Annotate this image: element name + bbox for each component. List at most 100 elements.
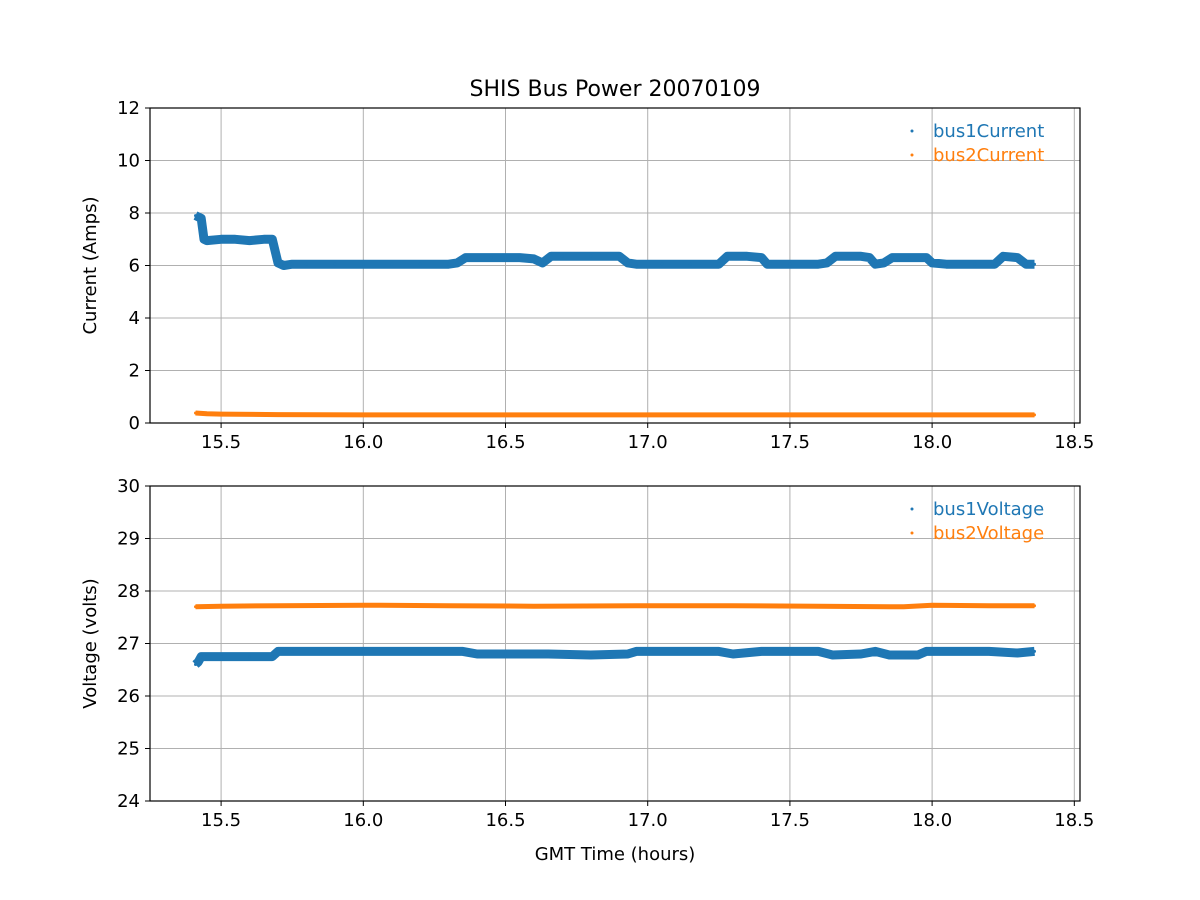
- bus1Current-point: [290, 262, 294, 266]
- current-y-ticks: 0 2 4 6 8 10 12: [117, 98, 150, 434]
- voltage-x-tick-label: 16.0: [343, 810, 383, 831]
- voltage-x-tick-label: 17.5: [770, 810, 810, 831]
- current-x-tick-label: 16.5: [485, 432, 525, 453]
- bus1Current-point: [717, 262, 721, 266]
- voltage-x-tick-label: 18.0: [912, 810, 952, 831]
- bus1Current-point: [196, 215, 200, 219]
- bus1Current-legend-label: bus1Current: [933, 121, 1044, 142]
- bus1Current-point: [626, 261, 630, 265]
- bus1Voltage-point: [916, 653, 920, 657]
- voltage-x-ticks: 15.5 16.0 16.5 17.0 17.5 18.0 18.5: [201, 801, 1094, 831]
- bus1Voltage-point: [959, 649, 963, 653]
- bus1Voltage-point: [270, 655, 274, 659]
- bus1Current-point: [688, 262, 692, 266]
- bus1Current-point: [541, 261, 544, 265]
- bus1Voltage-point: [1015, 651, 1019, 655]
- bus1Current-point: [882, 261, 886, 265]
- bus2Voltage-point: [816, 604, 820, 608]
- bus2Current-legend-label: bus2Current: [933, 145, 1044, 166]
- bus1Current-point: [1033, 262, 1036, 266]
- voltage-x-tick-label: 17.0: [628, 810, 668, 831]
- voltage-x-tick-label: 16.5: [485, 810, 525, 831]
- bus2Current-point: [788, 413, 792, 417]
- current-x-ticks: 15.5 16.0 16.5 17.0 17.5 18.0 18.5: [201, 423, 1094, 453]
- bus1Current-point: [333, 262, 337, 266]
- bus2Voltage-point: [276, 604, 280, 608]
- bus1Current-point: [873, 262, 877, 266]
- bus1Current-point: [532, 257, 536, 261]
- bus1Current-point: [660, 262, 664, 266]
- voltage-y-ticks: 24 25 26 27 28 29 30: [117, 476, 150, 812]
- bus1Current-point: [270, 237, 274, 241]
- bus1Voltage-legend-label: bus1Voltage: [933, 499, 1044, 520]
- bus1Voltage-point: [873, 649, 877, 653]
- voltage-x-tick-label: 18.5: [1054, 810, 1094, 831]
- bus1Voltage-point: [196, 660, 200, 664]
- current-x-tick-label: 18.0: [912, 432, 952, 453]
- bus2Voltage-point: [902, 605, 906, 609]
- bus1Current-point: [788, 262, 792, 266]
- bus1Voltage-point: [717, 649, 721, 653]
- bus1Current-point: [617, 254, 621, 258]
- voltage-y-tick-label: 30: [117, 476, 140, 497]
- chart-title: SHIS Bus Power 20070109: [470, 77, 761, 102]
- bus1Current-point: [489, 256, 493, 260]
- voltage-y-tick-label: 27: [117, 634, 140, 655]
- voltage-y-axis-label: Voltage (volts): [80, 578, 101, 708]
- bus1Voltage-point: [626, 652, 630, 656]
- bus1Current-point: [973, 262, 977, 266]
- bus2Current-point: [1033, 413, 1036, 417]
- bus1Voltage-point: [831, 653, 835, 657]
- bus1Current-point: [825, 261, 829, 265]
- bus2Current-point: [646, 413, 650, 417]
- bus1Current-point: [993, 262, 997, 266]
- bus2Voltage-point: [646, 604, 650, 608]
- bus2Current-point: [504, 413, 507, 417]
- bus1Current-point: [924, 256, 928, 260]
- current-y-tick-label: 4: [129, 308, 140, 329]
- bus1Current-point: [765, 262, 769, 266]
- voltage-y-tick-label: 29: [117, 529, 140, 550]
- bus1Voltage-point: [760, 649, 763, 653]
- bus1Current-point: [194, 214, 197, 218]
- current-y-tick-label: 6: [129, 256, 140, 277]
- bus1Current-point: [447, 262, 451, 266]
- bus1Current-point: [1001, 254, 1005, 258]
- bus1Voltage-point: [987, 649, 991, 653]
- current-y-tick-label: 10: [117, 151, 140, 172]
- bus2Voltage-point: [219, 604, 223, 608]
- current-legend: bus1Current bus2Current: [910, 121, 1044, 166]
- current-x-tick-label: 16.0: [343, 432, 383, 453]
- bus1Voltage-point: [1033, 649, 1036, 653]
- bus1Current-point: [745, 254, 749, 258]
- bus1Current-point: [725, 254, 729, 258]
- current-y-tick-label: 12: [117, 98, 140, 119]
- bus1Current-point: [907, 256, 911, 260]
- bus1Voltage-point: [205, 655, 209, 659]
- bus1Current-point: [518, 256, 522, 260]
- bus1Voltage-point: [924, 649, 928, 653]
- current-x-tick-label: 15.5: [201, 432, 241, 453]
- bus1Current-point: [1024, 262, 1028, 266]
- bus1Current-point: [304, 262, 308, 266]
- bus2Current-point: [194, 411, 197, 415]
- bus1Voltage-point: [199, 655, 203, 659]
- bus1Current-point: [833, 254, 837, 258]
- bus2Voltage-legend-marker: [910, 531, 914, 535]
- bus1Current-point: [199, 216, 203, 220]
- bus2Current-point: [361, 413, 365, 417]
- bus1Current-point: [248, 239, 251, 243]
- bus1Current-point: [205, 239, 209, 243]
- bus2Current-point: [205, 412, 209, 416]
- bus2Voltage-point: [930, 603, 934, 607]
- bus1Voltage-point: [361, 649, 365, 653]
- bus2Voltage-point: [1033, 604, 1036, 608]
- bus1Current-point: [549, 254, 553, 258]
- bus1Voltage-point: [475, 652, 479, 656]
- current-y-tick-label: 8: [129, 203, 140, 224]
- bus1Voltage-point: [290, 649, 294, 653]
- bus1Current-point: [859, 254, 863, 258]
- bus1Current-point: [455, 261, 459, 265]
